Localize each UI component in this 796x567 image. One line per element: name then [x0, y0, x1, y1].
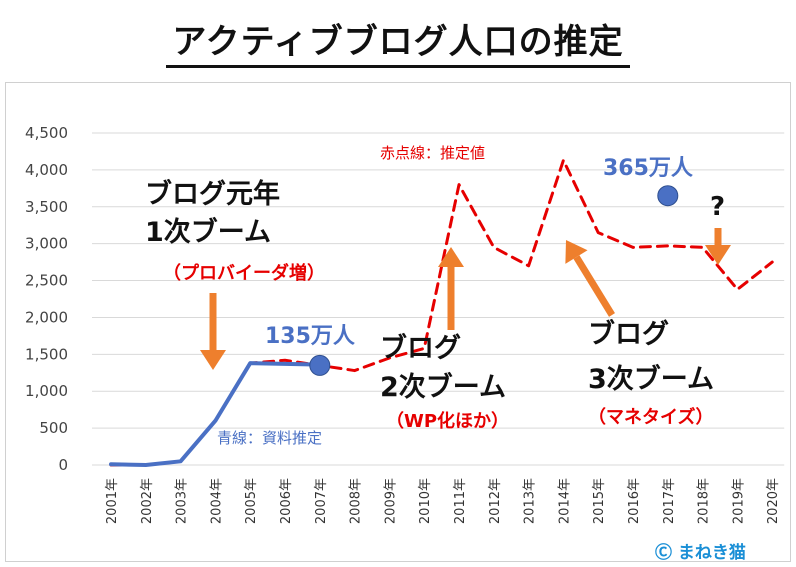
y-tick-label: 0: [58, 456, 68, 474]
actual-series-label: 青線：資料推定: [217, 429, 322, 447]
boom1-subtitle: 1次ブーム: [145, 216, 271, 248]
y-axis-ticks: 0 500 1,000 1,500 2,000 2,500 3,000 3,500 4,000 4…: [25, 124, 68, 474]
title-container: アクティブブログ人口の推定: [0, 14, 796, 68]
y-tick-label: 2,500: [25, 272, 68, 290]
x-tick-label: 2020年: [766, 478, 781, 524]
copyright-label: Ⓒ まねき猫: [655, 543, 746, 563]
estimate-series-label: 赤点線：推定値: [380, 144, 485, 162]
x-tick-label: 2013年: [523, 478, 538, 524]
question-mark: ?: [710, 192, 725, 222]
x-tick-label: 2017年: [662, 478, 677, 524]
y-tick-label: 500: [39, 419, 68, 437]
x-tick-label: 2004年: [209, 478, 224, 524]
boom2-note: （WP化ほか）: [386, 410, 509, 432]
actual-series-line: [109, 361, 322, 467]
y-tick-label: 2,000: [25, 308, 68, 326]
x-axis-ticks: 2001年 2002年 2003年 2004年 2005年 2006年 2007年 2008年…: [105, 478, 781, 524]
x-tick-label: 2008年: [349, 478, 364, 524]
point-label-2017: 365万人: [603, 156, 693, 181]
boom2-title: ブログ: [380, 332, 461, 364]
arrow-boom3: [565, 240, 615, 317]
arrow-question: [705, 228, 731, 265]
x-tick-label: 2018年: [697, 478, 712, 524]
x-tick-label: 2016年: [627, 478, 642, 524]
chart-title: アクティブブログ人口の推定: [166, 14, 630, 68]
x-tick-label: 2002年: [140, 478, 155, 524]
arrow-head: [200, 350, 226, 370]
boom3-note: （マネタイズ）: [588, 406, 713, 428]
data-point-marker: [657, 185, 679, 207]
y-tick-label: 4,000: [25, 161, 68, 179]
boom1-note: （プロバイーダ増）: [163, 262, 325, 284]
x-tick-label: 2011年: [453, 478, 468, 524]
arrow-shaft: [573, 255, 615, 317]
y-tick-label: 1,500: [25, 345, 68, 363]
x-tick-label: 2006年: [279, 478, 294, 524]
boom3-title: ブログ: [588, 318, 669, 350]
x-tick-label: 2012年: [488, 478, 503, 524]
x-tick-label: 2014年: [557, 478, 572, 524]
x-tick-label: 2001年: [105, 478, 120, 524]
y-tick-label: 3,000: [25, 235, 68, 253]
grid-lines: [92, 132, 785, 466]
point-label-2007: 135万人: [265, 324, 355, 349]
x-tick-label: 2010年: [418, 478, 433, 524]
x-tick-label: 2009年: [383, 478, 398, 524]
x-tick-label: 2019年: [731, 478, 746, 524]
arrow-head: [565, 240, 588, 264]
arrow-boom1: [200, 293, 226, 370]
chart-frame: [5, 82, 791, 562]
y-tick-label: 4,500: [25, 124, 68, 142]
arrow-head: [438, 247, 464, 267]
boom3-subtitle: 3次ブーム: [588, 363, 714, 395]
x-tick-label: 2005年: [244, 478, 259, 524]
x-tick-label: 2003年: [175, 478, 190, 524]
arrow-boom2: [438, 247, 464, 330]
arrow-head: [705, 245, 731, 265]
y-tick-label: 3,500: [25, 198, 68, 216]
x-tick-label: 2015年: [592, 478, 607, 524]
arrows: [200, 228, 731, 370]
y-tick-label: 1,000: [25, 382, 68, 400]
x-tick-label: 2007年: [314, 478, 329, 524]
boom2-subtitle: 2次ブーム: [380, 371, 506, 403]
data-point-marker: [309, 354, 331, 376]
boom1-title: ブログ元年: [145, 178, 280, 210]
